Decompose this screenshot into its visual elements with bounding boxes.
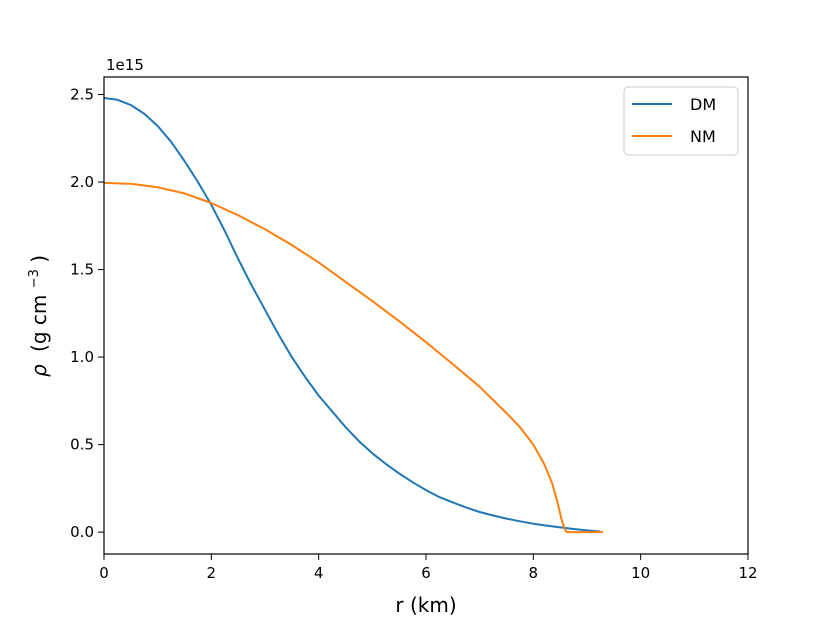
- y-axis-label-symbol: ρ: [27, 364, 51, 377]
- y-axis-label-exponent: −3: [27, 269, 42, 288]
- legend-box: [623, 86, 739, 156]
- y-tick-label: 2.5: [70, 86, 94, 104]
- x-axis-label: r (km): [395, 593, 456, 617]
- x-tick-label: 2: [207, 564, 217, 582]
- y-axis-label: ρ (g cm −3 ): [19, 255, 51, 377]
- y-tick-label: 2.0: [70, 173, 94, 191]
- legend-label-dm: DM: [690, 95, 716, 114]
- offset-text: 1e15: [106, 56, 144, 74]
- y-tick-label: 1.5: [70, 261, 94, 279]
- series-layer: [103, 97, 604, 534]
- x-tick-label: 10: [631, 564, 650, 582]
- series-line-nm: [103, 181, 604, 534]
- x-tick-label: 12: [738, 564, 757, 582]
- x-tick-label: 0: [99, 564, 109, 582]
- y-axis-ticks: 0.0 0.5 1.0 1.5 2.0 2.5: [70, 86, 104, 541]
- y-tick-label: 0.5: [70, 436, 94, 454]
- y-tick-label: 0.0: [70, 523, 94, 541]
- legend: DM NM: [623, 86, 739, 156]
- series-line-dm: [103, 97, 601, 533]
- x-axis-ticks: 0 2 4 6 8 10 12: [99, 554, 758, 582]
- x-tick-label: 8: [529, 564, 539, 582]
- y-tick-label: 1.0: [70, 348, 94, 366]
- x-tick-label: 6: [421, 564, 431, 582]
- x-tick-label: 4: [314, 564, 324, 582]
- legend-label-nm: NM: [690, 127, 716, 146]
- y-axis-label-close: ): [27, 255, 51, 263]
- y-axis-label-units: (g cm: [27, 295, 51, 352]
